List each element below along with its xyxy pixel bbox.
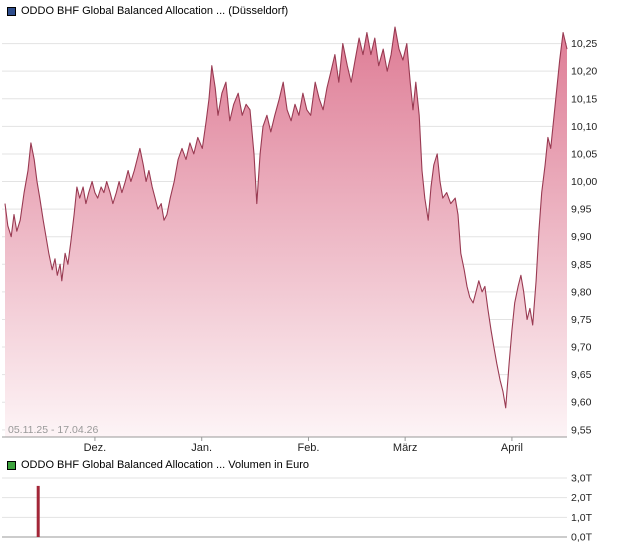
- y-axis-tick-label: 10,25: [571, 38, 597, 50]
- volume-series-marker: [7, 460, 16, 470]
- y-axis-tick-label: 10,15: [571, 93, 597, 105]
- y-axis-tick-label: 2,0T: [571, 492, 593, 504]
- y-axis-tick-label: 9,95: [571, 204, 592, 216]
- y-axis-tick-label: 9,55: [571, 424, 592, 436]
- x-axis-tick-label: Jan.: [191, 442, 212, 454]
- y-axis-tick-label: 10,10: [571, 121, 597, 133]
- date-range-label: 05.11.25 - 17.04.26: [8, 424, 99, 436]
- y-axis-tick-label: 9,75: [571, 314, 592, 326]
- price-chart-title: ODDO BHF Global Balanced Allocation ... …: [21, 5, 289, 17]
- volume-bar: [36, 485, 40, 537]
- y-axis-tick-label: 10,20: [571, 66, 597, 78]
- x-axis-tick-label: März: [393, 442, 417, 454]
- y-axis-tick-label: 9,70: [571, 342, 592, 354]
- price-line: [4, 26, 568, 409]
- y-axis-tick-label: 9,85: [571, 259, 592, 271]
- y-axis-tick-label: 9,65: [571, 369, 592, 381]
- y-axis-tick-label: 9,90: [571, 231, 592, 243]
- x-axis-tick-label: Dez.: [84, 442, 107, 454]
- volume-chart-title: ODDO BHF Global Balanced Allocation ... …: [21, 459, 309, 471]
- volume-chart-plot[interactable]: 3,0T 2,0T 1,0T 0,0T: [0, 470, 620, 546]
- x-axis-tick-label: Feb.: [297, 442, 319, 454]
- volume-chart-legend: ODDO BHF Global Balanced Allocation ... …: [7, 459, 309, 471]
- y-axis-tick-label: 9,80: [571, 286, 592, 298]
- x-axis-tick-label: April: [501, 442, 523, 454]
- y-axis-tick-label: 9,60: [571, 397, 592, 409]
- price-area: [5, 27, 567, 437]
- y-axis-tick-label: 3,0T: [571, 473, 593, 485]
- price-chart-legend: ODDO BHF Global Balanced Allocation ... …: [7, 5, 288, 17]
- price-chart-plot[interactable]: 10,25 10,20 10,15 10,10 10,05 10,00 9,95 9,90 9,…: [0, 0, 620, 456]
- price-series-marker: [7, 6, 16, 16]
- y-axis-tick-label: 1,0T: [571, 512, 593, 524]
- y-axis-tick-label: 0,0T: [571, 532, 593, 544]
- y-axis-tick-label: 10,05: [571, 148, 597, 160]
- y-axis-tick-label: 10,00: [571, 176, 597, 188]
